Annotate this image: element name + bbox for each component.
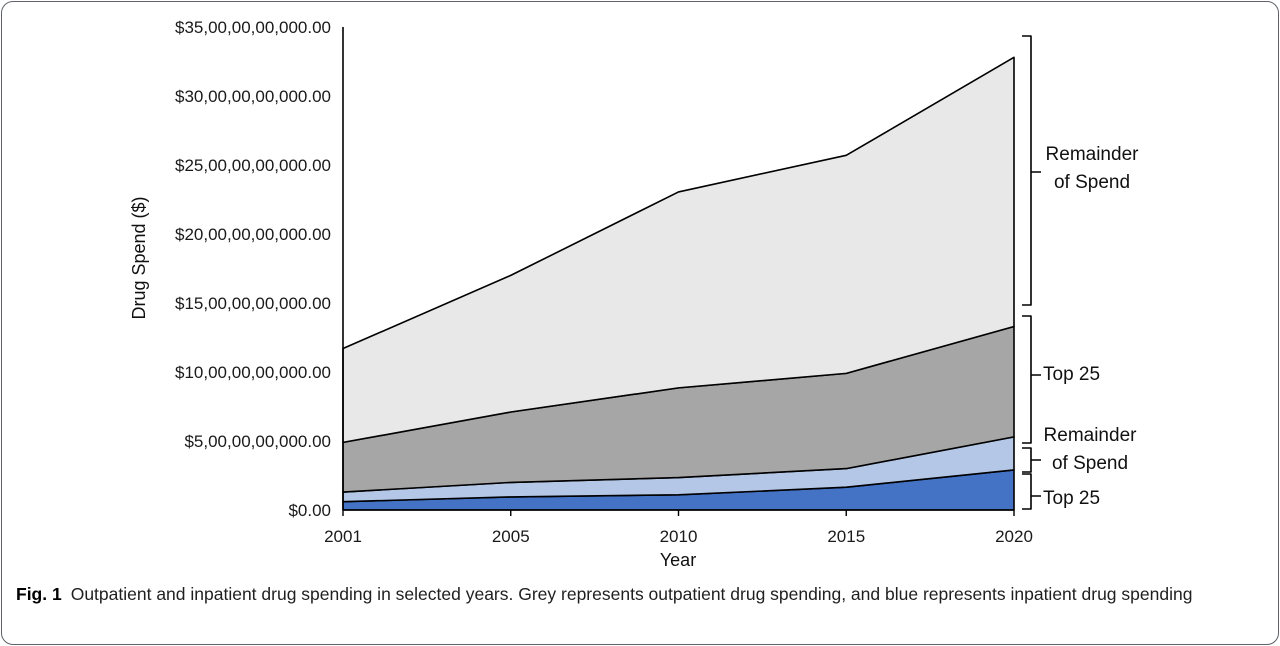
group-bracket <box>1022 35 1041 306</box>
y-tick-label: $35,00,00,00,000.00 <box>175 18 331 37</box>
y-tick-label: $10,00,00,00,000.00 <box>175 363 331 382</box>
annotation-line: Top 25 <box>1043 488 1101 509</box>
caption-text: Outpatient and inpatient drug spending i… <box>70 584 1193 604</box>
annotation-line: of Spend <box>1051 453 1129 474</box>
x-tick-label: 2001 <box>324 527 362 546</box>
annotation-inpatient-top25: Top 25 <box>1043 485 1113 513</box>
y-tick-label: $20,00,00,00,000.00 <box>175 225 331 244</box>
caption-figure-number: Fig. 1 <box>16 584 62 604</box>
group-bracket <box>1022 473 1041 510</box>
y-tick-label: $30,00,00,00,000.00 <box>175 87 331 106</box>
annotation-outpatient-remainder: Remainder of Spend <box>1038 141 1146 197</box>
x-tick-label: 2020 <box>995 527 1033 546</box>
figure-caption: Fig. 1 Outpatient and inpatient drug spen… <box>16 581 1256 607</box>
y-tick-label: $25,00,00,00,000.00 <box>175 156 331 175</box>
y-tick-label: $5,00,00,00,000.00 <box>184 432 331 451</box>
annotation-inpatient-remainder: Remainder of Spend <box>1036 422 1144 478</box>
annotation-line: Top 25 <box>1043 364 1101 385</box>
y-tick-label: $15,00,00,00,000.00 <box>175 294 331 313</box>
x-axis-title: Year <box>659 550 697 570</box>
x-tick-label: 2010 <box>660 527 698 546</box>
annotation-line: Remainder <box>1043 425 1137 446</box>
y-axis-title: Drug Spend ($) <box>129 196 149 320</box>
group-bracket <box>1022 315 1041 444</box>
x-tick-label: 2005 <box>492 527 530 546</box>
annotation-line: Remainder <box>1045 144 1139 165</box>
annotation-line: of Spend <box>1053 172 1131 193</box>
x-tick-label: 2015 <box>827 527 865 546</box>
y-tick-label: $0.00 <box>288 501 331 520</box>
area-outpatient-remainder-of-spend <box>342 56 1015 444</box>
annotation-outpatient-top25: Top 25 <box>1043 361 1113 389</box>
group-bracket <box>1022 447 1041 473</box>
